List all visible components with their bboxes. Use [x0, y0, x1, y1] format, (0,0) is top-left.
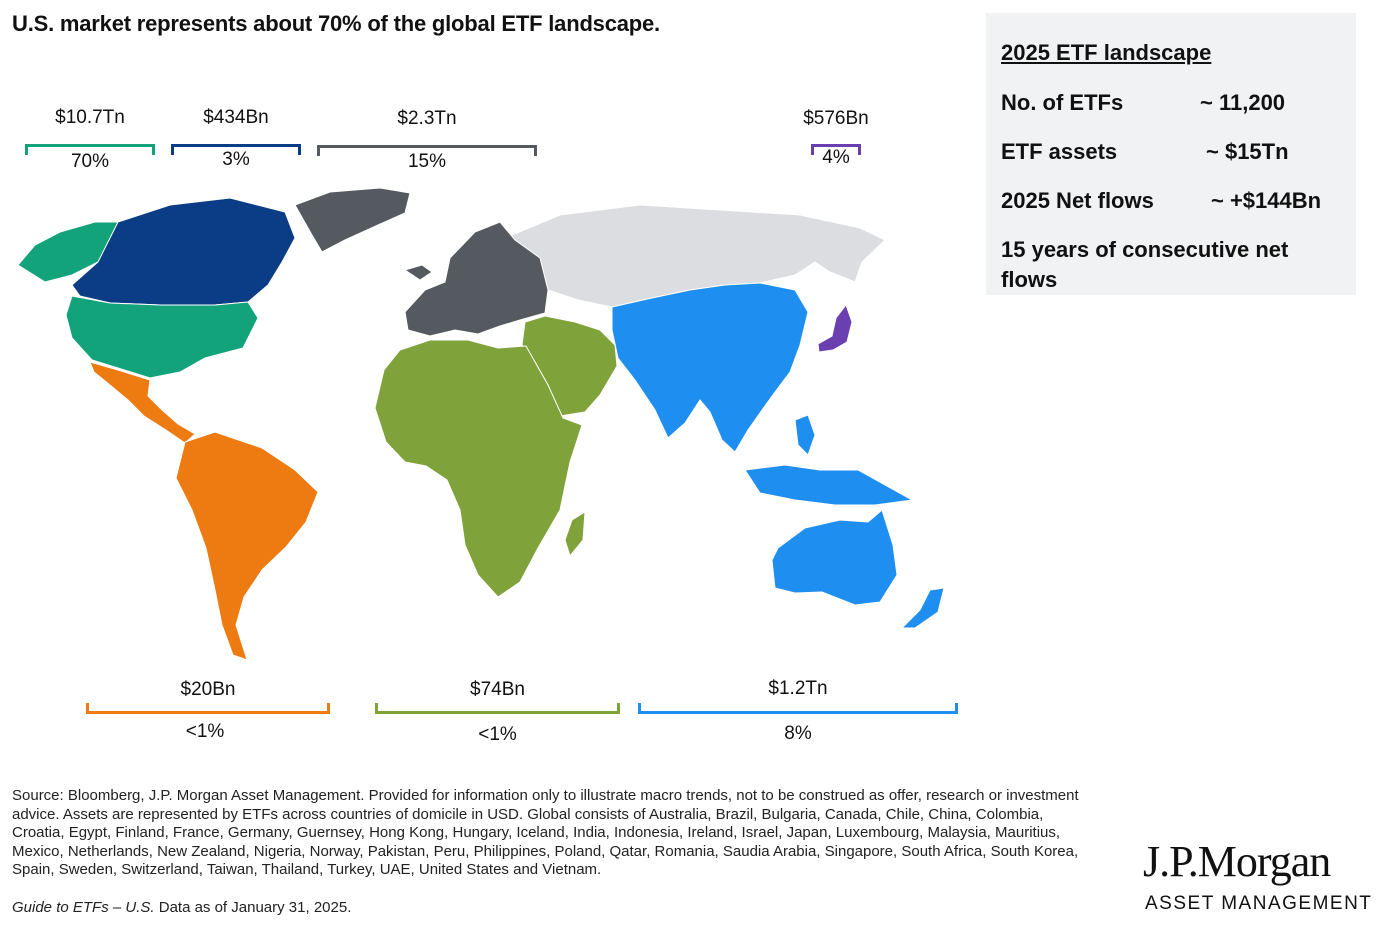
africa-share: <1% [478, 724, 517, 745]
europe-amount: $2.3Tn [397, 108, 457, 129]
apac-bracket-line [638, 703, 958, 714]
stat-label-net-flows: 2025 Net flows [1001, 188, 1154, 213]
map-region-africa [374, 339, 583, 598]
bracket-japan: $576Bn 4% [803, 107, 869, 177]
stat-value-etf-assets: ~ $15Tn [1206, 139, 1289, 164]
world-map [17, 187, 945, 661]
apac-share: 8% [784, 723, 812, 744]
canada-amount: $434Bn [203, 107, 269, 128]
map-region-madagascar [564, 511, 586, 558]
page-title: U.S. market represents about 70% of the … [12, 11, 660, 36]
bracket-latin-america: $20Bn <1% [86, 679, 330, 749]
bracket-africa-middle-east: $74Bn <1% [375, 679, 620, 749]
latam-share: <1% [185, 721, 225, 742]
stat-value-net-flows: ~ +$144Bn [1211, 188, 1322, 213]
japan-amount: $576Bn [803, 108, 869, 129]
panel-note: 15 years of consecutive net flows [1001, 237, 1289, 292]
africa-amount: $74Bn [470, 679, 525, 700]
map-region-russia-asia [504, 204, 886, 308]
map-region-indonesia-philippines [744, 464, 914, 506]
panel-heading: 2025 ETF landscape [1001, 40, 1212, 65]
bracket-canada: $434Bn 3% [171, 107, 301, 177]
latam-bracket-line [86, 703, 330, 714]
map-region-philippines [794, 414, 816, 456]
usa-bracket-line [25, 144, 155, 155]
map-region-mexico-central [89, 361, 196, 444]
bracket-usa: $10.7Tn 70% [25, 107, 155, 177]
map-region-usa [65, 295, 259, 379]
stat-value-etf-count: ~ 11,200 [1200, 90, 1286, 115]
map-region-iceland [403, 264, 433, 281]
landscape-panel: 2025 ETF landscape No. of ETFs ~ 11,200 … [986, 13, 1356, 295]
data-date-note: Guide to ETFs – U.S. Data as of January … [12, 899, 351, 916]
europe-share: 15% [407, 151, 447, 172]
data-date: Data as of January 31, 2025. [154, 899, 352, 916]
bracket-europe: $2.3Tn 15% [317, 107, 537, 177]
bracket-asia-pacific: $1.2Tn 8% [638, 678, 958, 748]
asset-management-label: ASSET MANAGEMENT [1145, 893, 1373, 914]
latam-amount: $20Bn [180, 679, 236, 700]
japan-share: 4% [822, 147, 850, 168]
canada-share: 3% [222, 149, 250, 170]
map-region-australia [771, 509, 898, 606]
usa-share: 70% [70, 151, 110, 172]
map-region-europe [404, 221, 549, 337]
usa-amount: $10.7Tn [55, 107, 125, 128]
map-region-japan [817, 303, 853, 353]
canada-bracket-line [171, 144, 301, 155]
japan-bracket-line [811, 144, 861, 155]
map-region-south-america [175, 431, 319, 661]
stat-label-etf-count: No. of ETFs [1001, 90, 1124, 115]
africa-bracket-line [375, 703, 620, 714]
map-region-canada [71, 197, 296, 306]
map-region-greenland [294, 187, 411, 253]
source-note: Source: Bloomberg, J.P. Morgan Asset Man… [12, 787, 1079, 878]
jpmorgan-logo: J.P.Morgan [1143, 837, 1331, 886]
apac-amount: $1.2Tn [768, 678, 828, 699]
stat-label-etf-assets: ETF assets [1001, 139, 1118, 164]
map-region-new-zealand [900, 587, 945, 629]
map-region-asia-pacific-mainland [611, 282, 809, 453]
guide-title: Guide to ETFs – U.S. [12, 899, 155, 916]
europe-bracket-line [317, 145, 537, 156]
